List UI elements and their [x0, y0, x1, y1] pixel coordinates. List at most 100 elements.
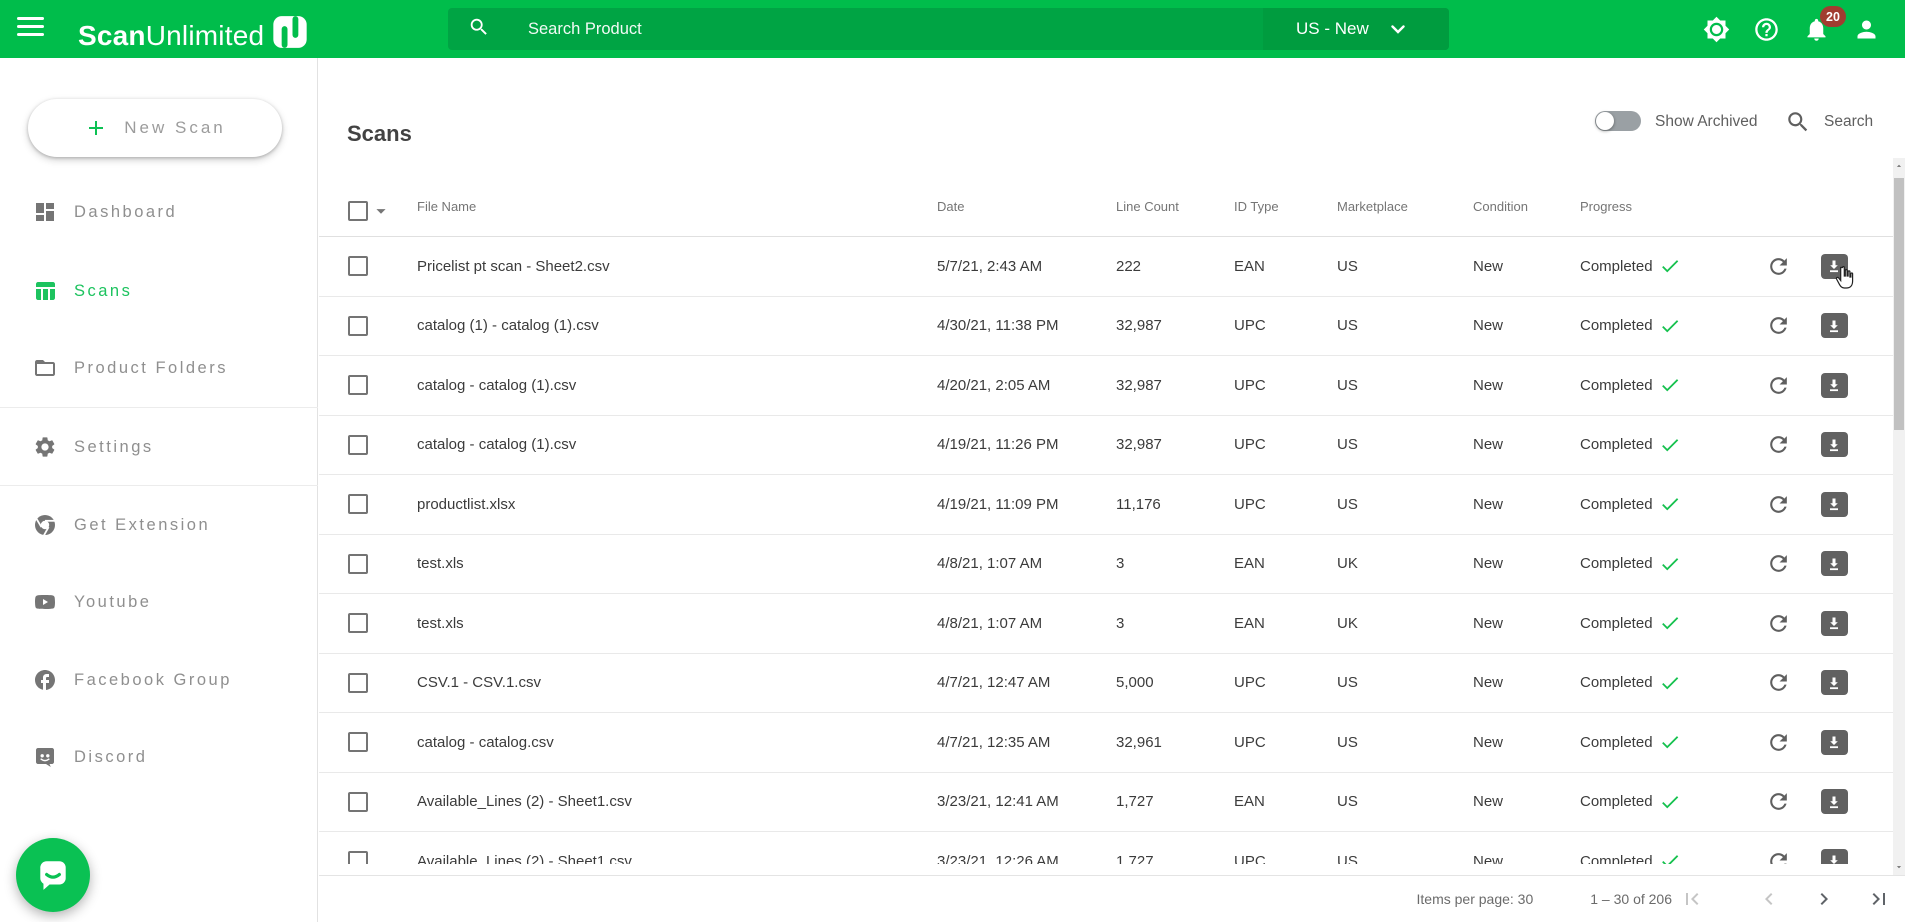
row-checkbox[interactable]: [348, 613, 368, 634]
rescan-button[interactable]: [1750, 670, 1806, 695]
scrollbar-thumb[interactable]: [1894, 178, 1904, 430]
chat-widget-button[interactable]: [16, 838, 90, 912]
download-button[interactable]: [1820, 729, 1848, 755]
download-button[interactable]: [1820, 491, 1848, 517]
col-header-id-type[interactable]: ID Type: [1234, 199, 1279, 214]
sidebar-item-youtube[interactable]: Youtube: [0, 580, 318, 624]
items-per-page-label: Items per page:: [1416, 891, 1514, 907]
table-row[interactable]: catalog - catalog (1).csv 4/19/21, 11:26…: [319, 416, 1893, 475]
sidebar-item-get-extension[interactable]: Get Extension: [0, 503, 318, 547]
row-checkbox[interactable]: [348, 494, 368, 515]
rescan-button[interactable]: [1750, 551, 1806, 576]
table-search-label[interactable]: Search: [1824, 113, 1874, 130]
download-button[interactable]: [1820, 848, 1848, 864]
product-search-bar[interactable]: Search Product US - New: [448, 8, 1449, 50]
help-icon[interactable]: [1752, 16, 1780, 44]
rescan-button[interactable]: [1750, 373, 1806, 398]
previous-page-button[interactable]: [1757, 887, 1781, 911]
cell-progress: Completed: [1580, 553, 1750, 575]
next-page-button[interactable]: [1812, 887, 1836, 911]
download-button[interactable]: [1820, 551, 1848, 577]
row-checkbox[interactable]: [348, 434, 368, 455]
table-row[interactable]: catalog - catalog.csv 4/7/21, 12:35 AM 3…: [319, 713, 1893, 773]
marketplace-dropdown[interactable]: US - New: [1263, 8, 1449, 50]
download-button[interactable]: [1820, 432, 1848, 458]
sidebar: New Scan Dashboard Scans Product Folders…: [0, 58, 318, 922]
table-row[interactable]: Pricelist pt scan - Sheet2.csv 5/7/21, 2…: [319, 237, 1893, 297]
table-row[interactable]: Available_Lines (2) - Sheet1.csv 3/23/21…: [319, 773, 1893, 832]
new-scan-button[interactable]: New Scan: [28, 99, 282, 157]
col-header-file-name[interactable]: File Name: [417, 199, 477, 214]
vertical-scrollbar[interactable]: [1893, 158, 1905, 875]
row-checkbox[interactable]: [348, 375, 368, 396]
youtube-icon: [35, 595, 55, 609]
download-button[interactable]: [1820, 610, 1848, 636]
cell-progress: Completed: [1580, 434, 1750, 456]
sidebar-item-facebook-group[interactable]: Facebook Group: [0, 658, 318, 702]
row-checkbox[interactable]: [348, 553, 368, 574]
table-row[interactable]: productlist.xlsx 4/19/21, 11:09 PM 11,17…: [319, 475, 1893, 535]
arrow-drop-down-icon[interactable]: [370, 200, 392, 222]
col-header-condition[interactable]: Condition: [1473, 199, 1528, 214]
row-checkbox[interactable]: [348, 851, 368, 864]
refresh-icon: [1769, 555, 1787, 573]
refresh-icon: [1769, 733, 1787, 751]
table-row[interactable]: catalog (1) - catalog (1).csv 4/30/21, 1…: [319, 297, 1893, 356]
select-all-checkbox[interactable]: [348, 201, 368, 221]
download-button[interactable]: [1820, 670, 1848, 696]
rescan-button[interactable]: [1750, 313, 1806, 338]
table-row[interactable]: Available_Lines (2) - Sheet1.csv 3/23/21…: [319, 832, 1893, 864]
col-header-progress[interactable]: Progress: [1580, 199, 1633, 214]
rescan-button[interactable]: [1750, 730, 1806, 755]
sidebar-item-label: Dashboard: [74, 202, 178, 221]
scroll-up-icon[interactable]: [1893, 160, 1905, 172]
dashboard-icon: [36, 203, 54, 221]
marketplace-dropdown-value: US - New: [1296, 19, 1369, 38]
items-per-page: Items per page: 30: [1417, 891, 1534, 907]
row-checkbox[interactable]: [348, 315, 368, 336]
download-button[interactable]: [1820, 253, 1848, 279]
sidebar-item-dashboard[interactable]: Dashboard: [0, 190, 318, 234]
rescan-button[interactable]: [1750, 492, 1806, 517]
account-icon[interactable]: [1852, 16, 1880, 44]
last-page-button[interactable]: [1867, 887, 1891, 911]
items-per-page-value[interactable]: 30: [1517, 891, 1534, 907]
rescan-button[interactable]: [1750, 432, 1806, 457]
rescan-button[interactable]: [1750, 254, 1806, 279]
table-row[interactable]: CSV.1 - CSV.1.csv 4/7/21, 12:47 AM 5,000…: [319, 654, 1893, 713]
cell-marketplace: US: [1337, 674, 1358, 692]
progress-label: Completed: [1580, 852, 1653, 864]
sidebar-item-product-folders[interactable]: Product Folders: [0, 346, 318, 390]
notifications-icon[interactable]: [1802, 16, 1830, 44]
sidebar-item-discord[interactable]: Discord: [0, 735, 318, 779]
download-button[interactable]: [1820, 789, 1848, 815]
first-page-button[interactable]: [1680, 887, 1704, 911]
row-checkbox[interactable]: [348, 732, 368, 753]
row-checkbox[interactable]: [348, 256, 368, 277]
col-header-marketplace[interactable]: Marketplace: [1337, 199, 1408, 214]
row-checkbox[interactable]: [348, 791, 368, 812]
search-input[interactable]: Search Product: [528, 19, 642, 38]
theme-icon[interactable]: [1702, 16, 1730, 44]
sidebar-item-scans[interactable]: Scans: [0, 269, 318, 313]
cell-marketplace: US: [1337, 852, 1358, 864]
table-row[interactable]: catalog - catalog (1).csv 4/20/21, 2:05 …: [319, 356, 1893, 416]
table-row[interactable]: test.xls 4/8/21, 1:07 AM 3 EAN UK New Co…: [319, 535, 1893, 594]
row-checkbox[interactable]: [348, 672, 368, 693]
col-header-line-count[interactable]: Line Count: [1116, 199, 1179, 214]
rescan-button[interactable]: [1750, 789, 1806, 814]
download-button[interactable]: [1820, 372, 1848, 398]
table-search-icon[interactable]: [1785, 109, 1811, 140]
menu-icon[interactable]: [17, 17, 45, 41]
show-archived-toggle[interactable]: [1595, 111, 1641, 131]
col-header-date[interactable]: Date: [937, 199, 965, 214]
cell-line-count: 32,987: [1116, 436, 1162, 454]
download-button[interactable]: [1820, 313, 1848, 339]
sidebar-item-settings[interactable]: Settings: [0, 425, 318, 469]
download-icon: [1830, 677, 1838, 689]
rescan-button[interactable]: [1750, 611, 1806, 636]
scroll-down-icon[interactable]: [1893, 861, 1905, 873]
rescan-button[interactable]: [1750, 849, 1806, 864]
table-row[interactable]: test.xls 4/8/21, 1:07 AM 3 EAN UK New Co…: [319, 594, 1893, 654]
progress-label: Completed: [1580, 793, 1653, 811]
